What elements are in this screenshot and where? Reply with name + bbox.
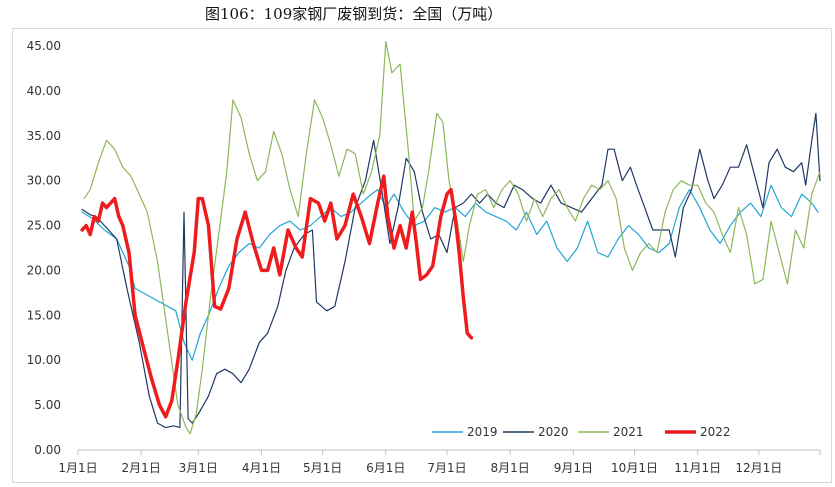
series-line-2022 bbox=[80, 174, 474, 419]
series-line-2020 bbox=[81, 112, 821, 429]
series-line-2021 bbox=[83, 40, 821, 435]
x-tick-label: 12月1日 bbox=[735, 461, 782, 475]
chart-title: 图106：109家钢厂废钢到货：全国（万吨） bbox=[205, 5, 503, 23]
x-tick-label: 2月1日 bbox=[122, 461, 161, 475]
x-tick-label: 3月1日 bbox=[179, 461, 218, 475]
y-tick-label: 5.00 bbox=[34, 398, 61, 412]
x-tick-label: 11月1日 bbox=[674, 461, 721, 475]
legend: 2019 2020 2021 2022 bbox=[432, 425, 731, 439]
y-axis: 0.00 5.00 10.00 15.00 20.00 25.00 30.00 35.00 40… bbox=[27, 39, 61, 457]
x-tick-label: 1月1日 bbox=[58, 461, 97, 475]
y-tick-label: 30.00 bbox=[27, 174, 61, 188]
x-tick-label: 8月1日 bbox=[491, 461, 530, 475]
x-tick-label: 5月1日 bbox=[303, 461, 342, 475]
x-tick-label: 4月1日 bbox=[242, 461, 281, 475]
x-axis: 1月1日 2月1日 3月1日 4月1日 5月1日 6月1日 7月1日 8月1日 9月1日 10月1… bbox=[58, 449, 821, 475]
x-tick-label: 6月1日 bbox=[366, 461, 405, 475]
y-tick-label: 45.00 bbox=[27, 39, 61, 53]
y-tick-label: 15.00 bbox=[27, 308, 61, 322]
legend-label-2020: 2020 bbox=[538, 425, 569, 439]
y-tick-label: 40.00 bbox=[27, 84, 61, 98]
y-tick-label: 25.00 bbox=[27, 219, 61, 233]
plot-area bbox=[80, 40, 821, 435]
y-tick-label: 20.00 bbox=[27, 263, 61, 277]
y-tick-label: 10.00 bbox=[27, 353, 61, 367]
series-line-2019 bbox=[81, 184, 819, 361]
chart-frame bbox=[12, 28, 832, 483]
x-tick-label: 10月1日 bbox=[611, 461, 658, 475]
x-tick-label: 7月1日 bbox=[427, 461, 466, 475]
x-tick-label: 9月1日 bbox=[554, 461, 593, 475]
legend-label-2022: 2022 bbox=[700, 425, 731, 439]
legend-label-2019: 2019 bbox=[467, 425, 498, 439]
y-tick-label: 0.00 bbox=[34, 443, 61, 457]
legend-label-2021: 2021 bbox=[613, 425, 644, 439]
y-tick-label: 35.00 bbox=[27, 129, 61, 143]
